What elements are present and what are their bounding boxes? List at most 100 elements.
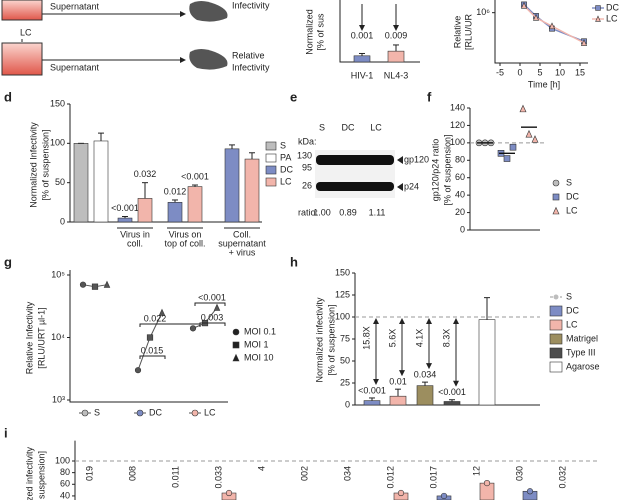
bar — [244, 158, 260, 223]
point — [189, 325, 197, 332]
y-tick-label: 100 — [55, 455, 70, 465]
bar — [187, 186, 203, 223]
cell-icon — [189, 1, 228, 22]
bar — [416, 385, 434, 406]
group-label: Virus on — [169, 229, 202, 239]
p-value: 0.01 — [389, 377, 407, 387]
western-blot: kDa: S DC LC 130 95 26 gp120 p24 ratio: … — [297, 122, 429, 217]
legend-swatch — [549, 361, 563, 373]
y-tick-label: 80 — [60, 467, 70, 477]
axis — [469, 108, 540, 231]
group-label: Virus in — [120, 229, 150, 239]
kda-label: kDa: — [298, 136, 317, 146]
y-tick-label: 60 — [455, 172, 465, 182]
bar — [389, 395, 407, 406]
legend-label: MOI 1 — [244, 339, 269, 349]
band — [316, 182, 394, 191]
panel-label: e — [290, 89, 297, 104]
legend-swatch — [265, 165, 277, 175]
legend-label: PA — [280, 152, 291, 162]
legend-label: S — [566, 291, 572, 301]
y-axis-label: [RLU/URT µl-1] — [36, 307, 46, 368]
p-value: 0.032 — [134, 169, 157, 179]
point — [225, 489, 233, 497]
p-value: 0.017 — [428, 466, 438, 489]
point — [519, 104, 527, 113]
point — [520, 1, 528, 9]
y-axis-label: [% of suspension] — [326, 304, 336, 375]
kda-marker: 130 — [297, 150, 312, 160]
bar — [117, 217, 133, 223]
bar — [73, 143, 89, 223]
bracket — [194, 302, 226, 306]
bar — [137, 198, 153, 223]
y-tick-label: 40 — [455, 190, 465, 200]
p-value: 12 — [471, 466, 481, 476]
culture-box — [1, 0, 43, 21]
p-value: 0.003 — [201, 312, 224, 322]
label: LC — [20, 27, 32, 37]
p-value: <0.001 — [438, 387, 466, 397]
panel-label: i — [4, 425, 8, 440]
bar — [224, 148, 240, 223]
y-tick-label: 60 — [60, 479, 70, 489]
y-tick-label: 140 — [450, 102, 465, 112]
x-tick-label: DC — [149, 407, 162, 417]
y-tick-label: 10⁶ — [476, 7, 490, 17]
ratio-label: ratio: — [298, 207, 318, 217]
p-value: <0.001 — [198, 292, 226, 302]
legend-label: MOI 0.1 — [244, 326, 276, 336]
bar — [93, 140, 109, 223]
x-tick-label: LC — [204, 407, 216, 417]
legend-label: S — [280, 140, 286, 150]
band-arrow — [397, 183, 403, 191]
p-value: 0.034 — [414, 369, 437, 379]
bar — [167, 202, 183, 223]
point — [158, 308, 166, 316]
band-arrow — [397, 156, 403, 164]
label: Infectivity — [232, 0, 270, 10]
bar — [443, 401, 461, 406]
legend-swatch — [549, 319, 563, 331]
ratio: 0.89 — [339, 207, 357, 217]
point — [552, 193, 560, 201]
p-value: <0.001 — [181, 171, 209, 181]
ratio: 1.11 — [369, 207, 386, 217]
band-label: p24 — [404, 181, 419, 191]
y-axis-label: Normalized Infectivity — [28, 122, 38, 208]
point — [79, 281, 87, 288]
p-value: 008 — [127, 466, 137, 481]
point — [552, 206, 560, 215]
p-value: 002 — [299, 466, 309, 481]
fold-label: 4.1X — [414, 329, 424, 348]
y-axis-label: gp120/p24 ratio — [430, 139, 440, 202]
legend-label: Matrigel — [566, 333, 598, 343]
kda-marker: 95 — [302, 162, 312, 172]
point — [580, 39, 588, 46]
legend-swatch — [549, 347, 563, 359]
diagram: Supernatant Infectivity LC Supernatant R… — [1, 0, 270, 76]
p-value: 0.033 — [213, 466, 223, 489]
lane-label: DC — [342, 122, 355, 132]
category-key — [191, 409, 199, 417]
x-tick-label: -5 — [496, 67, 504, 77]
point — [397, 489, 405, 497]
y-tick-label: 25 — [340, 377, 350, 387]
legend-label: Agarose — [566, 361, 600, 371]
point — [531, 135, 539, 143]
y-axis-label: [% of suspension] — [40, 129, 50, 200]
point — [134, 367, 142, 374]
y-tick-label: 100 — [50, 138, 65, 148]
y-tick-label: 120 — [450, 120, 465, 130]
y-tick-label: 150 — [50, 98, 65, 108]
legend-label: S — [566, 177, 572, 187]
legend-swatch — [265, 177, 277, 187]
legend-label: DC — [280, 164, 293, 174]
fold-label: 8.3X — [441, 329, 451, 348]
group-label: supernatant — [218, 238, 266, 248]
fold-label: 5.6X — [387, 329, 397, 348]
legend-label: LC — [280, 176, 292, 186]
lane-label: S — [319, 122, 325, 132]
legend-label: LC — [566, 205, 578, 215]
